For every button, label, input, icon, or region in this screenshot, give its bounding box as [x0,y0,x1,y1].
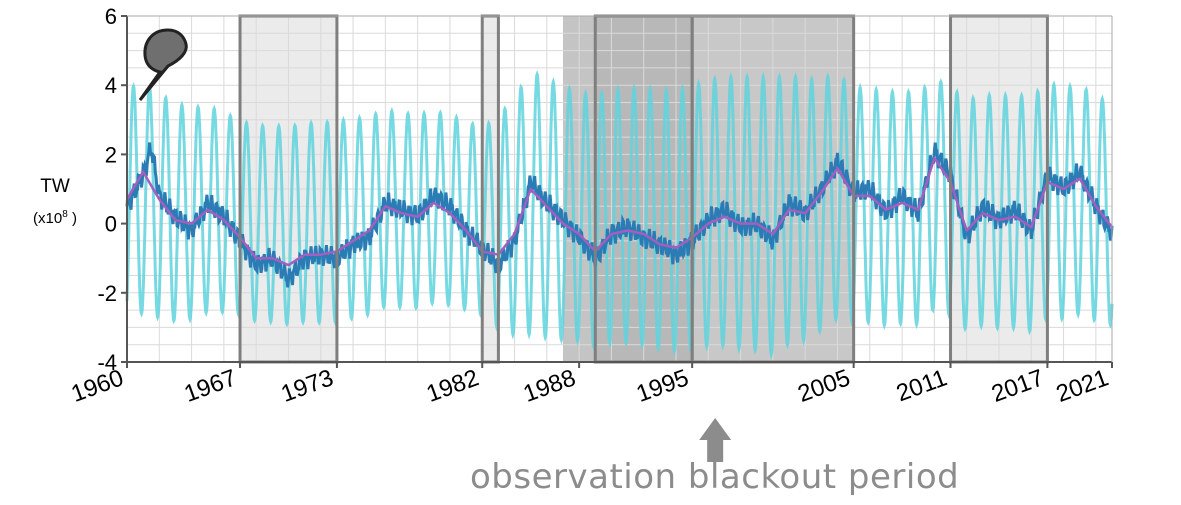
x-tick-label: 1995 [633,364,692,408]
arrow-head [699,418,732,440]
y-axis-unit-close: ) [67,210,77,227]
x-tick-label: 1988 [520,364,579,408]
x-tick-label: 1973 [278,364,337,408]
series-dark [125,142,1114,288]
y-tick-label: -4 [97,350,117,375]
y-axis-label: TW [40,176,70,197]
x-tick-label: 2011 [893,364,951,407]
y-axis-unit-exponent: 8 [62,209,68,220]
y-axis-unit: (x108 ) [0,209,110,227]
y-axis-unit-base: (x10 [33,210,63,227]
series-seasonal [125,70,1114,360]
x-tick-label: 1960 [68,364,127,408]
y-tick-label: -2 [97,281,117,306]
series-smoothed [125,156,1113,267]
x-tick-label: 1982 [423,364,482,408]
arrow-shaft [707,438,724,462]
x-tick-label: 2017 [988,364,1047,408]
axes [121,15,1113,368]
x-tick-label: 1967 [181,364,240,408]
y-tick-label: 6 [105,4,117,29]
x-tick-label: 2005 [794,364,853,408]
series-lines [125,70,1114,360]
y-tick-label: 2 [105,142,117,167]
x-tick-label: 2021 [1053,364,1112,408]
y-tick-label: 0 [105,212,117,237]
map-pin-icon [138,28,188,101]
annotation-label: observation blackout period [470,457,960,497]
y-tick-label: 4 [105,73,117,98]
annotation-arrow-icon [699,418,732,462]
